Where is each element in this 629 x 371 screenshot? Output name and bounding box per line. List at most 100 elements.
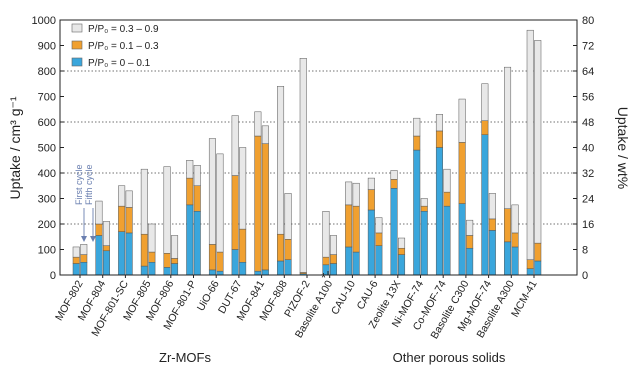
bar-segment-mid <box>511 232 519 248</box>
y-tick-label-right: 64 <box>582 66 594 78</box>
bar-segment-mid <box>375 232 383 246</box>
bar-segment-mid <box>254 135 262 272</box>
bar-segment-low <box>277 260 285 276</box>
bar-segment-high <box>261 125 269 144</box>
bar-segment-high <box>329 235 337 255</box>
bar-segment-low <box>125 232 133 276</box>
bar-segment-high <box>186 160 194 179</box>
bar-segment-high <box>208 138 216 245</box>
first-cycle-label: First cycle <box>74 165 84 206</box>
bar-segment-low <box>163 267 171 276</box>
bar-segment-high <box>435 114 443 132</box>
bar-segment-high <box>375 217 383 234</box>
bar-segment-low <box>95 235 103 276</box>
bar-segment-low <box>435 147 443 276</box>
bar-segment-mid <box>72 256 80 264</box>
bar-segment-low <box>208 269 216 276</box>
y-tick-label-right: 72 <box>582 41 594 53</box>
y-tick-label-left: 700 <box>38 92 56 104</box>
bar-segment-low <box>481 134 489 276</box>
bar-segment-mid <box>102 245 110 252</box>
bar-segment-high <box>216 153 224 253</box>
group-label-zr-mofs: Zr-MOFs <box>159 350 211 365</box>
y-tick-label-left: 300 <box>38 194 56 206</box>
bar-segment-mid <box>140 233 148 267</box>
fifth-cycle-arrowhead <box>90 236 96 242</box>
bar-segment-mid <box>239 228 247 263</box>
y-axis-left-label: Uptake / cm³ g⁻¹ <box>7 96 23 199</box>
bar-segment-high <box>163 166 171 254</box>
bar-segment-high <box>352 182 360 207</box>
bar-segment-low <box>488 230 496 276</box>
bar-segment-high <box>466 219 474 236</box>
bar-segment-mid <box>186 177 194 206</box>
bar-segment-high <box>504 66 512 209</box>
bar-segment-mid <box>367 189 375 211</box>
bar-segment-high <box>231 115 239 176</box>
bar-segment-high <box>398 237 406 249</box>
bar-segment-low <box>413 149 421 276</box>
bar-segment-low <box>261 269 269 276</box>
bar-segment-high <box>390 170 398 180</box>
bar-segment-mid <box>443 191 451 207</box>
y-tick-label-right: 40 <box>582 143 594 155</box>
y-tick-label-right: 0 <box>582 270 588 282</box>
bar-segment-low <box>443 205 451 276</box>
bar-segment-low <box>466 247 474 276</box>
bar-segment-low <box>254 270 262 276</box>
bar-segment-high <box>140 168 148 235</box>
bar-segment-low <box>375 245 383 276</box>
bar-segment-low <box>239 262 247 276</box>
bar-segment-low <box>102 250 110 276</box>
y-tick-label-right: 8 <box>582 245 588 257</box>
first-cycle-arrowhead <box>81 236 87 242</box>
bar-segment-high <box>322 211 330 258</box>
bar-segment-high <box>458 98 466 143</box>
bar-segment-mid <box>163 253 171 268</box>
cycle-annotation: First cycle Fifth cycle <box>74 164 96 242</box>
bar-segment-high <box>72 246 80 258</box>
bar-segment-mid <box>435 130 443 148</box>
bar-segment-high <box>148 223 156 253</box>
legend-label-mid: P/P₀ = 0.1 – 0.3 <box>88 41 159 52</box>
bar-segment-mid <box>261 143 269 271</box>
bar-segment-mid <box>118 205 126 232</box>
bar-segment-low <box>72 263 80 276</box>
bar-segment-low <box>231 249 239 276</box>
bar-segment-low <box>420 211 428 276</box>
pizof-asterisk: * <box>321 270 326 285</box>
y-axis-right-label: Uptake / wt% <box>615 107 629 189</box>
bar-segment-low <box>504 241 512 276</box>
bar-segment-mid <box>322 256 330 266</box>
bar-segment-low <box>193 211 201 276</box>
y-tick-label-right: 24 <box>582 194 594 206</box>
bar-segment-mid <box>345 204 353 248</box>
y-tick-label-left: 800 <box>38 66 56 78</box>
bar-segment-mid <box>277 233 285 262</box>
bar-segment-low <box>398 254 406 276</box>
bar-segment-mid <box>216 251 224 272</box>
bar-segment-low <box>511 246 519 276</box>
bar-segment-high <box>102 221 110 246</box>
bar-segment-high <box>534 40 542 244</box>
bar-segment-low <box>526 268 534 276</box>
bar-segment-low <box>171 263 179 276</box>
legend: P/P₀ = 0.3 – 0.9 P/P₀ = 0.1 – 0.3 P/P₀ =… <box>71 23 159 69</box>
bar-segment-mid <box>466 235 474 249</box>
bar-segment-high <box>413 117 421 137</box>
bar-segment-low <box>284 259 292 276</box>
bar-segment-mid <box>95 223 103 236</box>
y-tick-label-left: 600 <box>38 117 56 129</box>
bar-segment-mid <box>352 205 360 253</box>
bar-segment-high <box>511 204 519 234</box>
bar-segment-high <box>118 185 126 207</box>
bar-segment-mid <box>420 205 428 212</box>
bar-segment-high <box>95 200 103 225</box>
y-tick-label-right: 16 <box>582 219 594 231</box>
y-tick-label-left: 900 <box>38 41 56 53</box>
bar-segment-high <box>526 29 534 260</box>
bar-segment-mid <box>125 207 133 234</box>
bar-segment-high <box>299 58 307 273</box>
bar-segment-mid <box>398 247 406 255</box>
